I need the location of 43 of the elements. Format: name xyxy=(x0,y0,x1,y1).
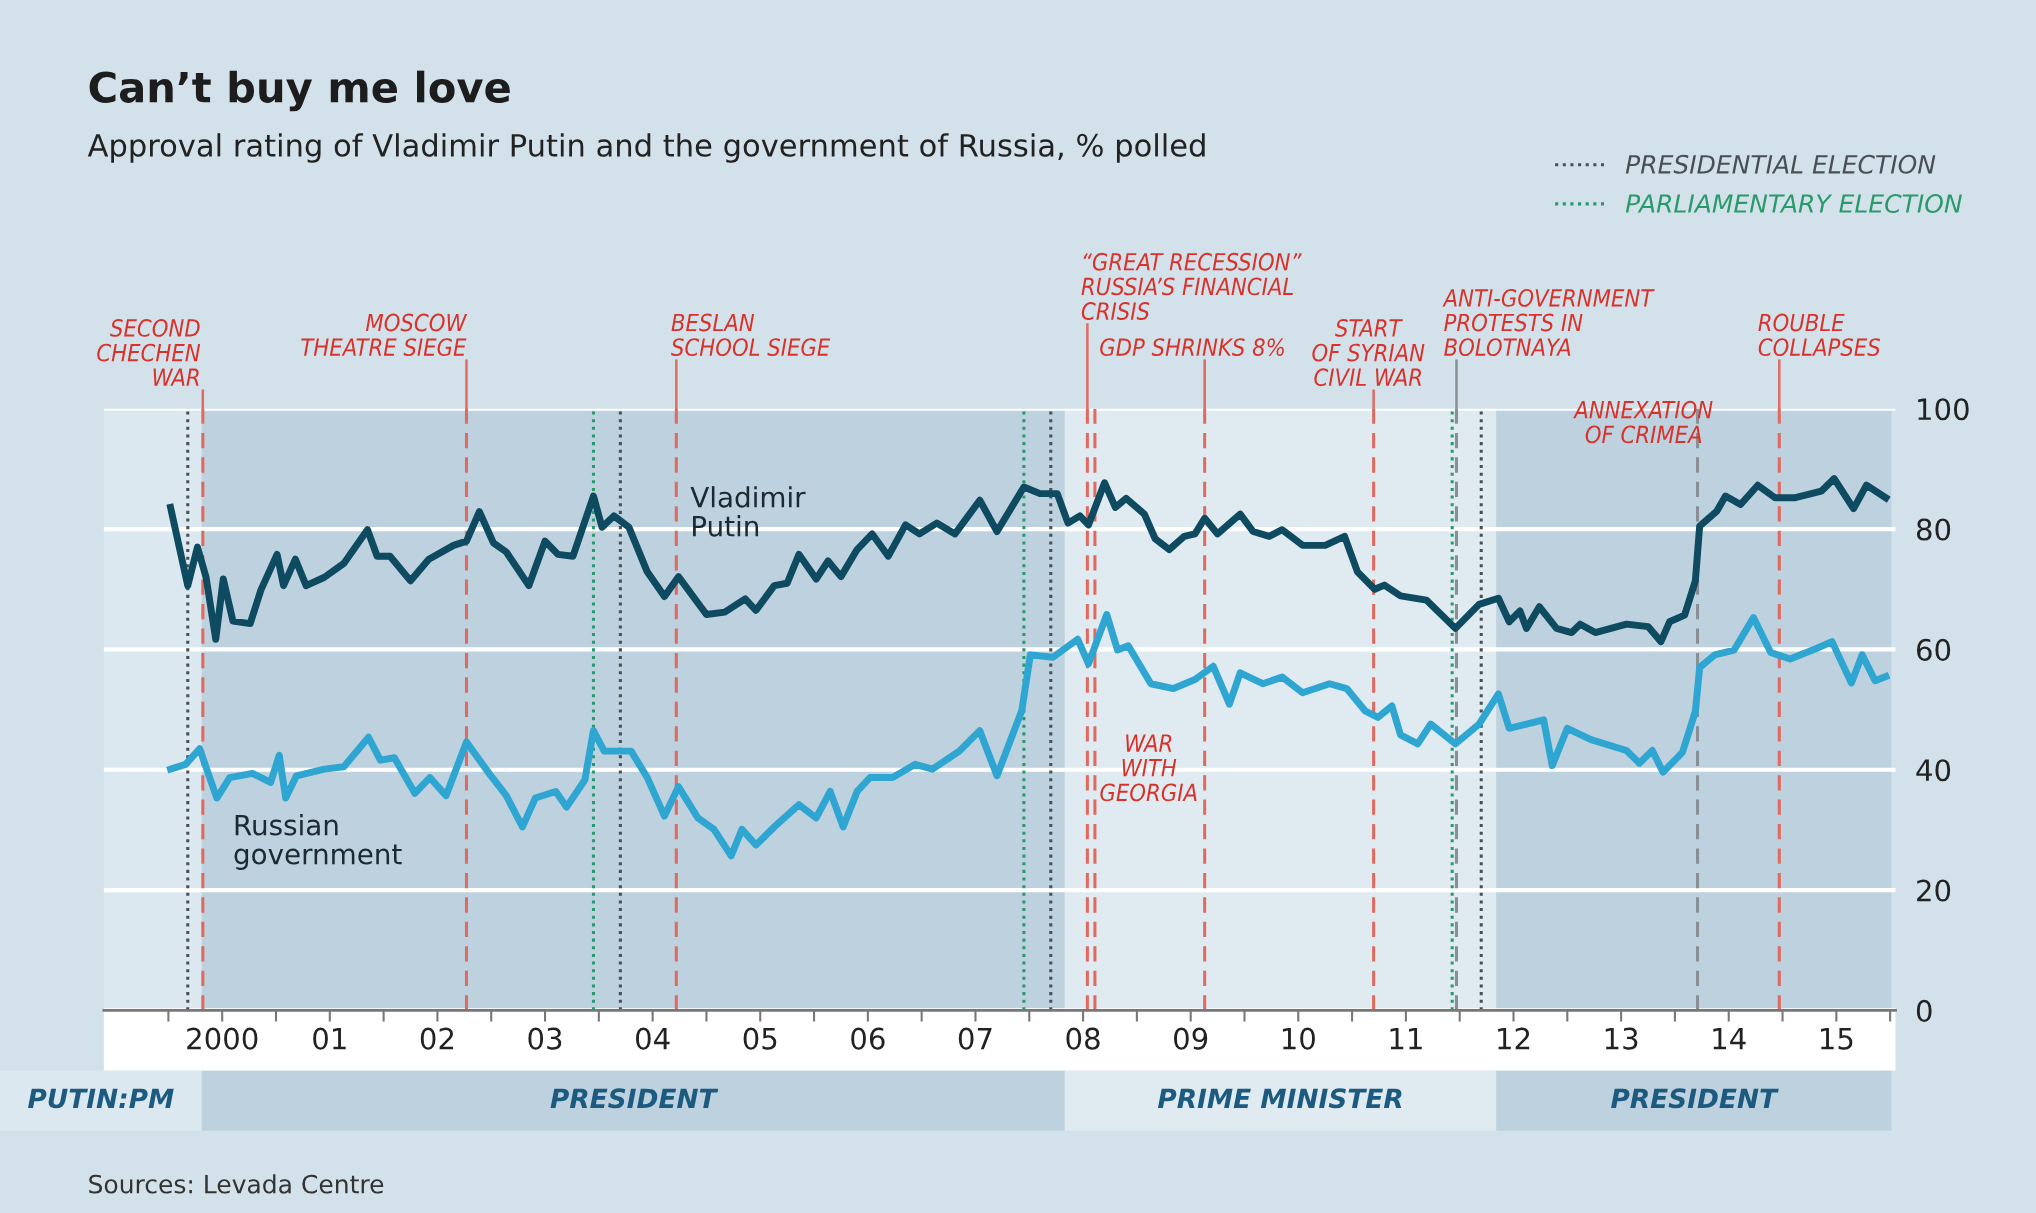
x-tick-label: 09 xyxy=(1174,1027,1208,1050)
y-tick-label: 80 xyxy=(1916,518,1951,541)
ref-line-label: BESLAN SCHOOL SIEGE xyxy=(671,313,831,357)
x-tick-label: 08 xyxy=(1066,1027,1100,1050)
band-label: PUTIN:PM xyxy=(28,1088,174,1109)
ref-line-label: START OF SYRIAN CIVIL WAR xyxy=(1312,319,1425,387)
ref-line-label: ANNEXATION OF CRIMEA xyxy=(1573,400,1713,444)
x-tick-label: 07 xyxy=(958,1027,992,1050)
x-tick-label: 03 xyxy=(528,1027,562,1050)
x-tick-label: 01 xyxy=(313,1027,346,1050)
source-note: Sources: Levada Centre xyxy=(89,1174,384,1194)
x-tick-label: 15 xyxy=(1820,1027,1853,1050)
y-tick-label: 100 xyxy=(1918,398,1969,421)
legend-label: PARLIAMENTARY ELECTION xyxy=(1625,194,1962,213)
ref-line-label: ROUBLE COLLAPSES xyxy=(1758,313,1881,357)
y-tick-label: 60 xyxy=(1917,638,1951,661)
ref-line-label: WAR WITH GEORGIA xyxy=(1100,734,1197,802)
band-label: PRIME MINISTER xyxy=(1157,1088,1402,1109)
x-tick-label: 13 xyxy=(1605,1027,1638,1050)
ref-line-label: MOSCOW THEATRE SIEGE xyxy=(301,313,468,357)
x-tick-label: 10 xyxy=(1282,1027,1315,1050)
band-label: PRESIDENT xyxy=(1611,1088,1779,1109)
x-tick-label: 14 xyxy=(1713,1027,1746,1050)
x-tick-label: 06 xyxy=(851,1027,885,1050)
y-tick-label: 40 xyxy=(1916,759,1951,782)
x-tick-label: 12 xyxy=(1498,1027,1530,1050)
x-tick-label: 11 xyxy=(1390,1027,1422,1050)
y-tick-label: 20 xyxy=(1917,879,1951,902)
chart-title: Can’t buy me love xyxy=(89,70,510,112)
legend-label: PRESIDENTIAL ELECTION xyxy=(1625,154,1936,174)
y-tick-label: 0 xyxy=(1916,999,1932,1022)
x-tick-label: 04 xyxy=(636,1027,670,1050)
x-tick-label: 02 xyxy=(420,1027,454,1050)
x-tick-label: 05 xyxy=(743,1027,777,1050)
x-tick-label: 2000 xyxy=(187,1027,258,1050)
ref-line-label: ANTI-GOVERNMENT PROTESTS IN BOLOTNAYA xyxy=(1442,288,1655,357)
ref-line-label: GDP SHRINKS 8% xyxy=(1100,338,1284,357)
ref-line-label: “GREAT RECESSION” RUSSIA’S FINANCIAL CRISIS xyxy=(1081,252,1302,320)
ref-line-label: SECOND CHECHEN WAR xyxy=(97,319,201,386)
series-label: Vladimir Putin xyxy=(690,486,806,537)
series-label: Russian government xyxy=(234,814,402,870)
band-label: PRESIDENT xyxy=(550,1088,719,1109)
chart-subtitle: Approval rating of Vladimir Putin and the government of Russia, % polled xyxy=(87,133,1205,163)
